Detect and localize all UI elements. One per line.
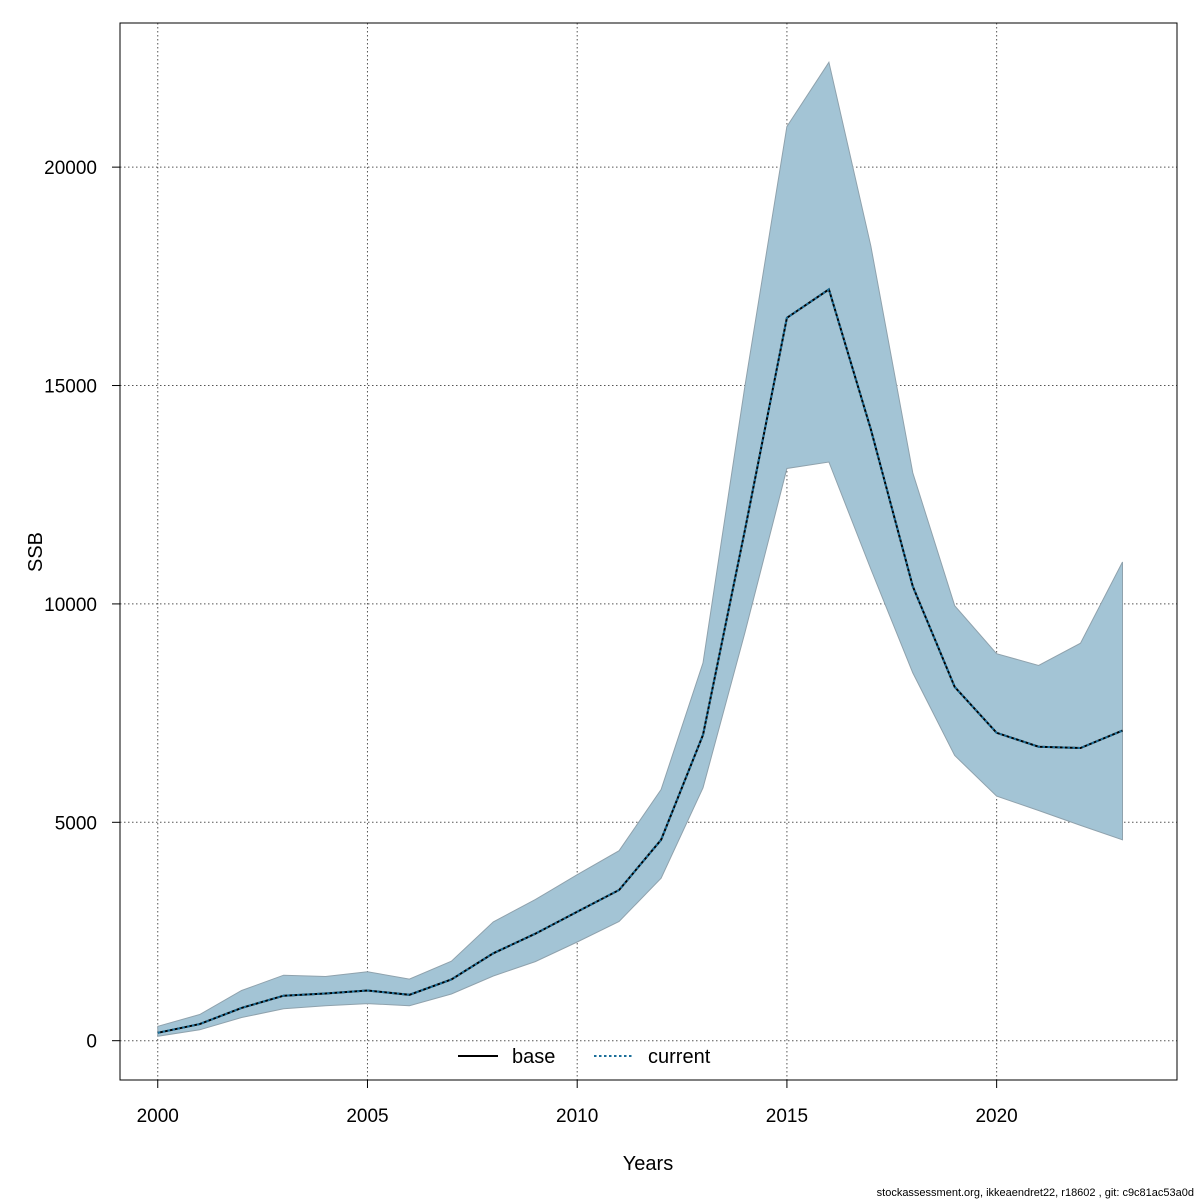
y-tick-label: 10000 bbox=[44, 595, 97, 616]
x-tick-label: 2005 bbox=[346, 1106, 388, 1127]
y-tick-label: 20000 bbox=[44, 158, 97, 179]
x-tick-label: 2020 bbox=[975, 1106, 1017, 1127]
y-tick-label: 0 bbox=[86, 1032, 97, 1053]
x-axis-ticks: 2000 2005 2010 2015 2020 bbox=[137, 1080, 1018, 1127]
grid-lines bbox=[120, 23, 1177, 1080]
y-axis-ticks: 0 5000 10000 15000 20000 bbox=[44, 158, 120, 1053]
x-tick-label: 2015 bbox=[766, 1106, 808, 1127]
x-tick-label: 2000 bbox=[137, 1106, 179, 1127]
credit-text: stockassessment.org, ikkeaendret22, r186… bbox=[877, 1187, 1194, 1199]
confidence-band-layer bbox=[157, 61, 1123, 1037]
legend-label-current: current bbox=[648, 1046, 711, 1068]
y-tick-label: 5000 bbox=[55, 813, 97, 834]
confidence-band bbox=[157, 61, 1123, 1037]
legend: base current bbox=[458, 1046, 711, 1068]
y-tick-label: 15000 bbox=[44, 377, 97, 398]
x-tick-label: 2010 bbox=[556, 1106, 598, 1127]
series-layer bbox=[157, 287, 1123, 1034]
legend-label-base: base bbox=[512, 1046, 555, 1068]
plot-frame bbox=[119, 22, 1178, 1081]
x-axis-title: Years bbox=[623, 1153, 673, 1175]
series-line-current bbox=[157, 287, 1123, 1034]
y-axis-title: SSB bbox=[25, 532, 47, 572]
